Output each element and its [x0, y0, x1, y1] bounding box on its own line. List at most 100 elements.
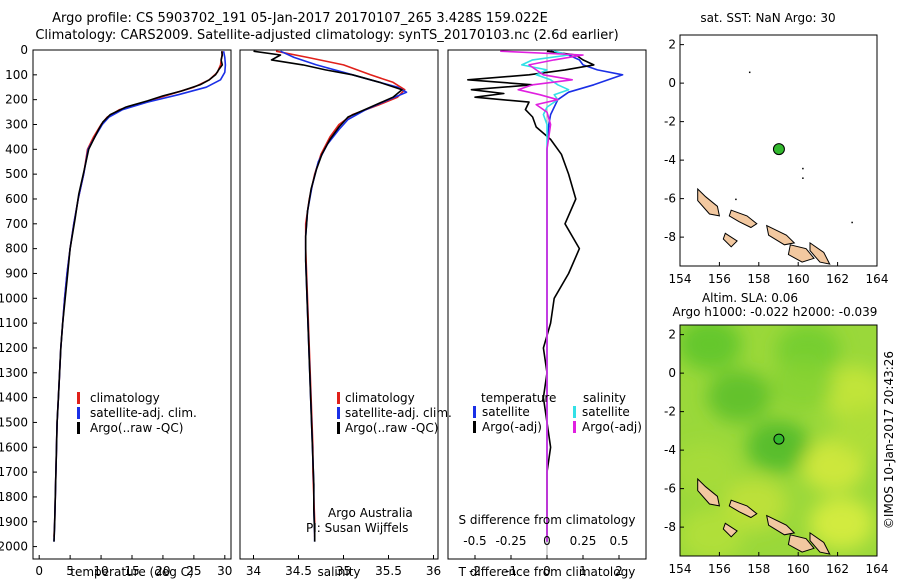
difference-plot: -2 -1 0 1 2 -0.5 -0.25 0 0.25 0.5 — [463, 50, 629, 578]
map-x-tick-label: 160 — [787, 272, 810, 286]
sla-anomaly-blob — [746, 420, 811, 473]
x-tick-label: 34.5 — [285, 564, 312, 578]
legend-swatch-climatology — [337, 392, 340, 404]
series-line-argo — [53, 51, 224, 542]
x-tick-label: 1 — [579, 564, 587, 578]
map-y-tick-label: 0 — [668, 366, 676, 380]
series-line-satellite — [546, 50, 624, 542]
y-tick-label: 1800 — [0, 490, 28, 504]
map-y-tick-label: -2 — [664, 405, 676, 419]
map-x-tick-label: 158 — [747, 562, 770, 576]
map-y-tick-label: 2 — [668, 38, 676, 52]
x-tick-label: 10 — [93, 564, 108, 578]
sst-map-title: sat. SST: NaN Argo: 30 — [700, 11, 835, 25]
y-tick-label: 1300 — [0, 366, 28, 380]
island-land — [809, 241, 831, 265]
series-line-argo — [253, 50, 403, 542]
legend-label-argo: Argo(..raw -QC) — [90, 421, 183, 435]
legend-header-salinity: salinity — [583, 391, 626, 405]
sla-map: 154 156 158 160 162 164 -8 -6 -4 -2 0 2 — [664, 325, 888, 576]
legend-swatch-sal-argo — [573, 421, 576, 433]
legend-swatch-climatology — [77, 392, 80, 404]
legend-swatch-argo — [77, 422, 80, 434]
sla-anomaly-blob — [722, 478, 787, 531]
y-tick-label: 300 — [5, 117, 28, 131]
legend-label-sal-satellite: satellite — [582, 405, 630, 419]
y-tick-label: 400 — [5, 142, 28, 156]
island-land — [787, 534, 815, 553]
legend-swatch-temp-argo — [473, 421, 476, 433]
temperature-xlabel: temperature (deg C) — [70, 565, 193, 579]
y-tick-label: 1700 — [0, 465, 28, 479]
salinity-plot: 34 34.5 35 35.5 36 — [246, 50, 441, 578]
y-tick-label: 800 — [5, 242, 28, 256]
map-x-tick-label: 156 — [708, 272, 731, 286]
y-tick-label: 0 — [20, 43, 28, 57]
legend-label-temp-argo: Argo(-adj) — [482, 420, 542, 434]
map-x-tick-label: 154 — [669, 562, 692, 576]
legend-label-satellite: satellite-adj. clim. — [90, 406, 197, 420]
island-land — [722, 232, 738, 248]
islet-dot — [735, 198, 737, 201]
map-x-tick-label: 162 — [826, 562, 849, 576]
x-tick-label: 25 — [186, 564, 201, 578]
figure-title-line1: Argo profile: CS 5903702_191 05-Jan-2017… — [52, 11, 548, 26]
sla-anomaly-blob — [833, 404, 877, 457]
top-tick-label: 0.5 — [609, 534, 628, 548]
islet-dot — [802, 177, 804, 179]
series-line-sat_salinity — [520, 50, 570, 542]
sla-anomaly-blob — [707, 370, 772, 423]
y-tick-label: 1200 — [0, 341, 28, 355]
map-x-tick-label: 164 — [866, 272, 889, 286]
islet-dot — [851, 221, 853, 224]
legend-label-temp-satellite: satellite — [482, 405, 530, 419]
sla-map-subtitle: Argo h1000: -0.022 h2000: -0.039 — [673, 305, 878, 319]
y-tick-label: 1400 — [0, 391, 28, 405]
sla-anomaly-blob — [680, 325, 742, 371]
island-land — [766, 224, 796, 246]
x-tick-label: 5 — [66, 564, 74, 578]
salinity-xlabel: salinity — [317, 565, 360, 579]
temperature-axes-frame — [32, 49, 232, 560]
series-line-climatology — [53, 51, 224, 537]
island-land — [697, 477, 721, 507]
x-tick-label: 36 — [426, 564, 441, 578]
legend-swatch-sal-satellite — [573, 406, 576, 418]
sla-anomaly-blob — [680, 443, 736, 496]
top-tick-label: -0.5 — [463, 534, 486, 548]
top-tick-label: -0.25 — [495, 534, 526, 548]
legend-label-climatology: climatology — [90, 391, 160, 405]
x-tick-label: 2 — [615, 564, 623, 578]
x-tick-label: 35 — [336, 564, 351, 578]
top-tick-label: 0.25 — [570, 534, 597, 548]
legend-label-satellite: satellite-adj. clim. — [345, 406, 452, 420]
map-y-tick-label: 2 — [668, 328, 676, 342]
island-land — [728, 209, 758, 229]
temperature-legend: climatology satellite-adj. clim. Argo(..… — [77, 391, 197, 435]
legend-label-argo: Argo(..raw -QC) — [345, 421, 438, 435]
island-land — [809, 531, 831, 555]
y-tick-label: 1600 — [0, 440, 28, 454]
map-y-tick-label: -8 — [664, 230, 676, 244]
sla-anomaly-blob — [770, 358, 835, 411]
map-y-tick-label: 0 — [668, 76, 676, 90]
x-tick-label: 20 — [155, 564, 170, 578]
y-tick-label: 100 — [5, 68, 28, 82]
temperature-plot: 0 5 10 15 20 25 300100200300400500600700800900… — [0, 43, 232, 578]
x-tick-label: 30 — [217, 564, 232, 578]
sst-map: 154 156 158 160 162 164 -8 -6 -4 -2 0 2 — [664, 38, 888, 286]
y-tick-label: 600 — [5, 192, 28, 206]
island-land — [722, 522, 738, 538]
map-y-tick-label: -6 — [664, 482, 676, 496]
salinity-legend: climatology satellite-adj. clim. Argo(..… — [337, 391, 452, 435]
series-line-satellite — [53, 51, 227, 542]
sla-anomaly-blob — [809, 497, 874, 550]
x-tick-label: 0 — [543, 564, 551, 578]
series-line-satellite — [280, 50, 408, 542]
map-x-tick-label: 154 — [669, 272, 692, 286]
map-y-tick-label: -2 — [664, 115, 676, 129]
salinity-note-institution: Argo Australia — [328, 506, 413, 520]
series-line-climatology — [275, 50, 406, 537]
